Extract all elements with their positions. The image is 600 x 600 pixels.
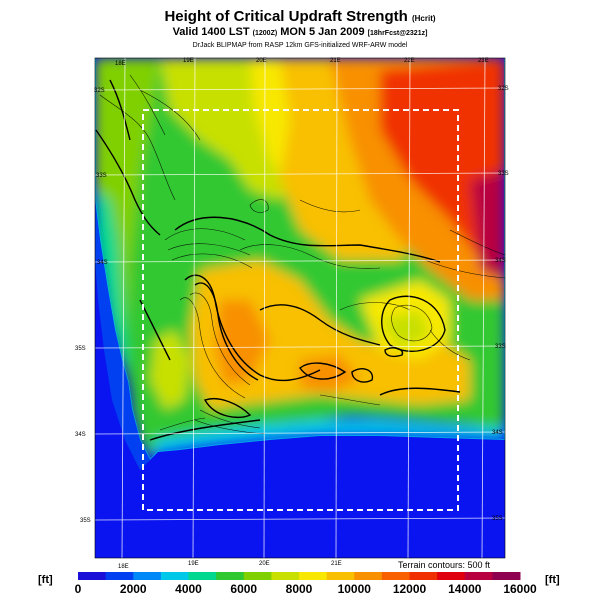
colorbar-tick-label: 10000 xyxy=(337,582,371,596)
lon-label: 21E xyxy=(331,561,342,567)
colorbar-tick-label: 0 xyxy=(74,582,82,596)
lon-label: 18E xyxy=(118,564,129,570)
valid-date: MON 5 Jan 2009 xyxy=(280,26,365,38)
title-text: Height of Critical Updraft Strength xyxy=(164,8,408,25)
colorbar-swatch xyxy=(160,572,189,580)
terrain-contours xyxy=(95,79,461,441)
graticule xyxy=(95,58,505,558)
lat-label: 34S xyxy=(75,432,86,438)
inner-domain-boundary xyxy=(142,109,459,511)
colorbar-swatch xyxy=(78,572,107,580)
map-field xyxy=(95,58,505,558)
lat-label: 32S xyxy=(498,86,509,92)
colorbar-swatch xyxy=(243,572,272,580)
lon-label: 20E xyxy=(259,561,270,567)
colorbar-swatch xyxy=(381,572,410,580)
chart-title: Height of Critical Updraft Strength (Hcr… xyxy=(0,8,600,25)
terrain-contours-minor xyxy=(99,74,505,435)
lat-label: 33S xyxy=(498,171,509,177)
lat-label: 34S xyxy=(495,258,506,264)
model-credit: DrJack BLIPMAP from RASP 12km GFS-initia… xyxy=(192,42,408,49)
colorbar-swatch xyxy=(354,572,383,580)
colorbar-swatch xyxy=(492,572,521,580)
valid-time: Valid 1400 LST xyxy=(172,26,250,38)
lon-label: 19E xyxy=(183,58,194,64)
lat-label: 34S xyxy=(97,260,108,266)
colorbar-swatch xyxy=(409,572,438,580)
lat-label: 33S xyxy=(96,173,107,179)
colorbar-swatch xyxy=(437,572,466,580)
lon-labels-bottom: 18E 19E 20E 21E xyxy=(118,561,342,570)
colorbar-tick-label: 2000 xyxy=(119,582,147,596)
lon-labels-top: 18E 19E 20E 21E 22E 23E xyxy=(115,58,489,67)
colorbar-swatch xyxy=(464,572,493,580)
colorbar-swatch xyxy=(299,572,328,580)
colorbar-swatch xyxy=(271,572,300,580)
ocean-overlay xyxy=(95,200,505,558)
lon-label: 20E xyxy=(256,58,267,64)
chart-subtitle: Valid 1400 LST (1200Z) MON 5 Jan 2009 [1… xyxy=(0,26,600,38)
lon-label: 18E xyxy=(115,61,126,67)
colorbar-tick-label: 8000 xyxy=(285,582,313,596)
colorbar-swatch xyxy=(133,572,162,580)
lat-labels-left: 32S 33S 34S 35S 34S 35S xyxy=(75,88,108,524)
forecast-run: [18hrFcst@2321z] xyxy=(367,30,428,37)
lon-label: 19E xyxy=(188,561,199,567)
colorbar-unit-right: [ft] xyxy=(545,574,560,586)
valid-utc: (1200Z) xyxy=(252,30,278,37)
map-frame xyxy=(94,57,506,559)
lat-label: 35S xyxy=(492,516,503,522)
terrain-contour-note: Terrain contours: 500 ft xyxy=(398,560,491,570)
colorbar-tick-label: 4000 xyxy=(175,582,202,596)
lon-label: 23E xyxy=(478,58,489,64)
colorbar-tick-label: 16000 xyxy=(503,582,537,596)
lat-label: 32S xyxy=(94,88,105,94)
lon-label: 21E xyxy=(330,58,341,64)
colorbar-tick-label: 14000 xyxy=(448,582,482,596)
colorbar-tick-label: 12000 xyxy=(392,582,427,596)
colorbar-swatch xyxy=(105,572,134,580)
colorbar-swatch xyxy=(216,572,245,580)
colorbar-tick-label: 6000 xyxy=(230,582,258,596)
title-units: (Hcrit) xyxy=(411,14,436,23)
lat-label: 34S xyxy=(492,430,503,436)
lat-label: 35S xyxy=(80,518,91,524)
lat-label: 33S xyxy=(495,344,506,350)
colorbar-swatch xyxy=(188,572,217,580)
lat-label: 35S xyxy=(75,346,86,352)
colorbar-swatch xyxy=(326,572,355,580)
lat-labels-right: 32S 33S 34S 33S 34S 35S xyxy=(492,86,509,522)
colorbar xyxy=(78,572,521,580)
lon-label: 22E xyxy=(404,58,415,64)
colorbar-unit-left: [ft] xyxy=(38,574,53,586)
